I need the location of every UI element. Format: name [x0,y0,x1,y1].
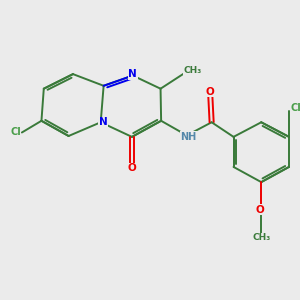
Text: N: N [128,69,137,79]
Text: Cl: Cl [10,128,21,137]
Text: CH₃: CH₃ [184,66,202,75]
Text: NH: NH [180,132,196,142]
Text: O: O [128,164,136,173]
Text: CH₃: CH₃ [252,233,270,242]
Text: Cl: Cl [291,103,300,113]
Text: O: O [255,205,264,215]
Text: N: N [99,117,107,127]
Text: O: O [206,87,214,97]
